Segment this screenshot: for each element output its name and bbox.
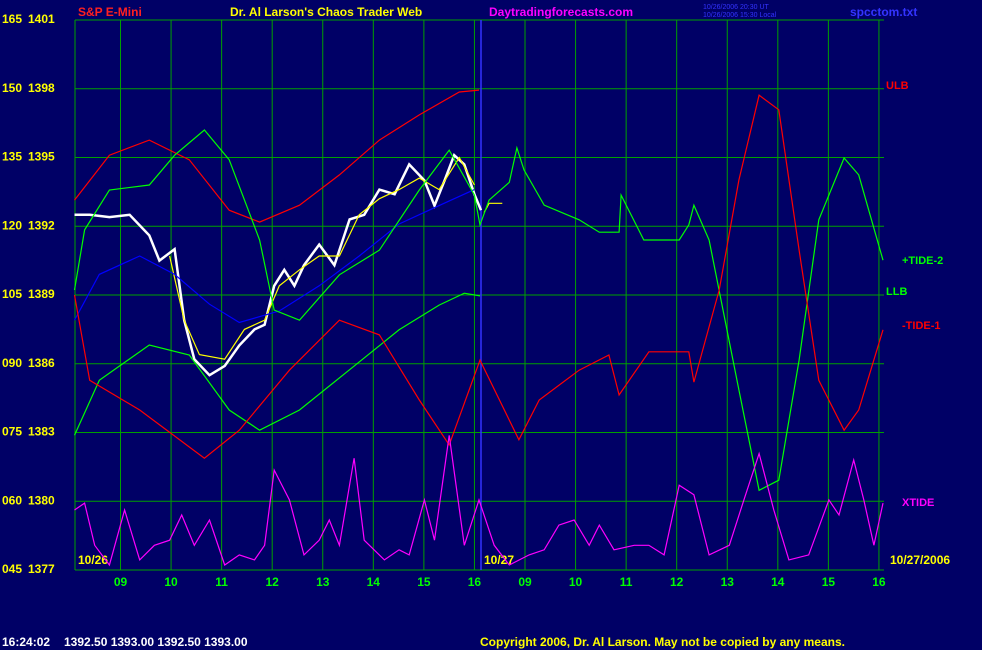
series-line bbox=[73, 94, 884, 459]
x-tick-label: 11 bbox=[215, 575, 228, 589]
y2-tick-label: 1392 bbox=[28, 218, 55, 232]
y2-tick-label: 1383 bbox=[28, 425, 55, 439]
x-tick-label: 13 bbox=[721, 575, 735, 589]
y2-tick-label: 1395 bbox=[28, 150, 55, 164]
x-tick-label: 15 bbox=[822, 575, 836, 589]
legend-label: XTIDE bbox=[902, 497, 934, 509]
y-tick-label: 075 bbox=[2, 425, 22, 439]
timestamp: 10/26/2006 20:30 UT bbox=[703, 4, 769, 11]
y-tick-label: 150 bbox=[2, 81, 22, 95]
series-line bbox=[73, 292, 481, 436]
y-tick-label: 060 bbox=[2, 493, 22, 507]
series-line bbox=[73, 189, 475, 324]
y-tick-label: 105 bbox=[2, 287, 22, 301]
y2-tick-label: 1398 bbox=[28, 81, 55, 95]
x-tick-label: 11 bbox=[620, 575, 633, 589]
y-tick-label: 135 bbox=[2, 150, 22, 164]
site-name: Daytradingforecasts.com bbox=[489, 5, 633, 19]
y-tick-label: 045 bbox=[2, 562, 22, 576]
series-line bbox=[74, 435, 884, 567]
copyright: Copyright 2006, Dr. Al Larson. May not b… bbox=[480, 635, 845, 649]
y2-tick-label: 1401 bbox=[28, 12, 55, 26]
y2-tick-label: 1377 bbox=[28, 562, 55, 576]
y2-tick-label: 1380 bbox=[28, 493, 55, 507]
series-line bbox=[73, 129, 884, 492]
day-label: 10/27/2006 bbox=[890, 553, 950, 567]
x-tick-label: 12 bbox=[266, 575, 280, 589]
y2-tick-label: 1389 bbox=[28, 287, 55, 301]
legend-label: ULB bbox=[886, 80, 909, 92]
timestamp: 10/26/2006 15:30 Local bbox=[703, 12, 777, 19]
x-tick-label: 14 bbox=[367, 575, 381, 589]
symbol: S&P E-Mini bbox=[78, 5, 142, 19]
x-tick-label: 16 bbox=[872, 575, 886, 589]
status-quote: 1392.50 1393.00 1392.50 1393.00 bbox=[64, 635, 248, 649]
x-tick-label: 13 bbox=[316, 575, 330, 589]
x-tick-label: 10 bbox=[569, 575, 583, 589]
legend-label: LLB bbox=[886, 286, 907, 298]
day-label: 10/27 bbox=[484, 553, 514, 567]
x-tick-label: 15 bbox=[417, 575, 431, 589]
y2-tick-label: 1386 bbox=[28, 356, 55, 370]
chart-title: Dr. Al Larson's Chaos Trader Web bbox=[230, 5, 422, 19]
file-name: spcctom.txt bbox=[850, 5, 917, 19]
y-tick-label: 090 bbox=[2, 356, 22, 370]
x-tick-label: 14 bbox=[771, 575, 785, 589]
x-tick-label: 12 bbox=[670, 575, 684, 589]
series-line bbox=[74, 89, 480, 223]
status-time: 16:24:02 bbox=[2, 635, 50, 649]
x-tick-label: 09 bbox=[518, 575, 532, 589]
y-tick-label: 165 bbox=[2, 12, 22, 26]
legend-label: +TIDE-2 bbox=[902, 255, 943, 267]
legend-label: -TIDE-1 bbox=[902, 320, 941, 332]
day-label: 10/26 bbox=[78, 553, 108, 567]
y-tick-label: 120 bbox=[2, 218, 22, 232]
x-tick-label: 16 bbox=[468, 575, 482, 589]
x-tick-label: 09 bbox=[114, 575, 128, 589]
x-tick-label: 10 bbox=[164, 575, 178, 589]
